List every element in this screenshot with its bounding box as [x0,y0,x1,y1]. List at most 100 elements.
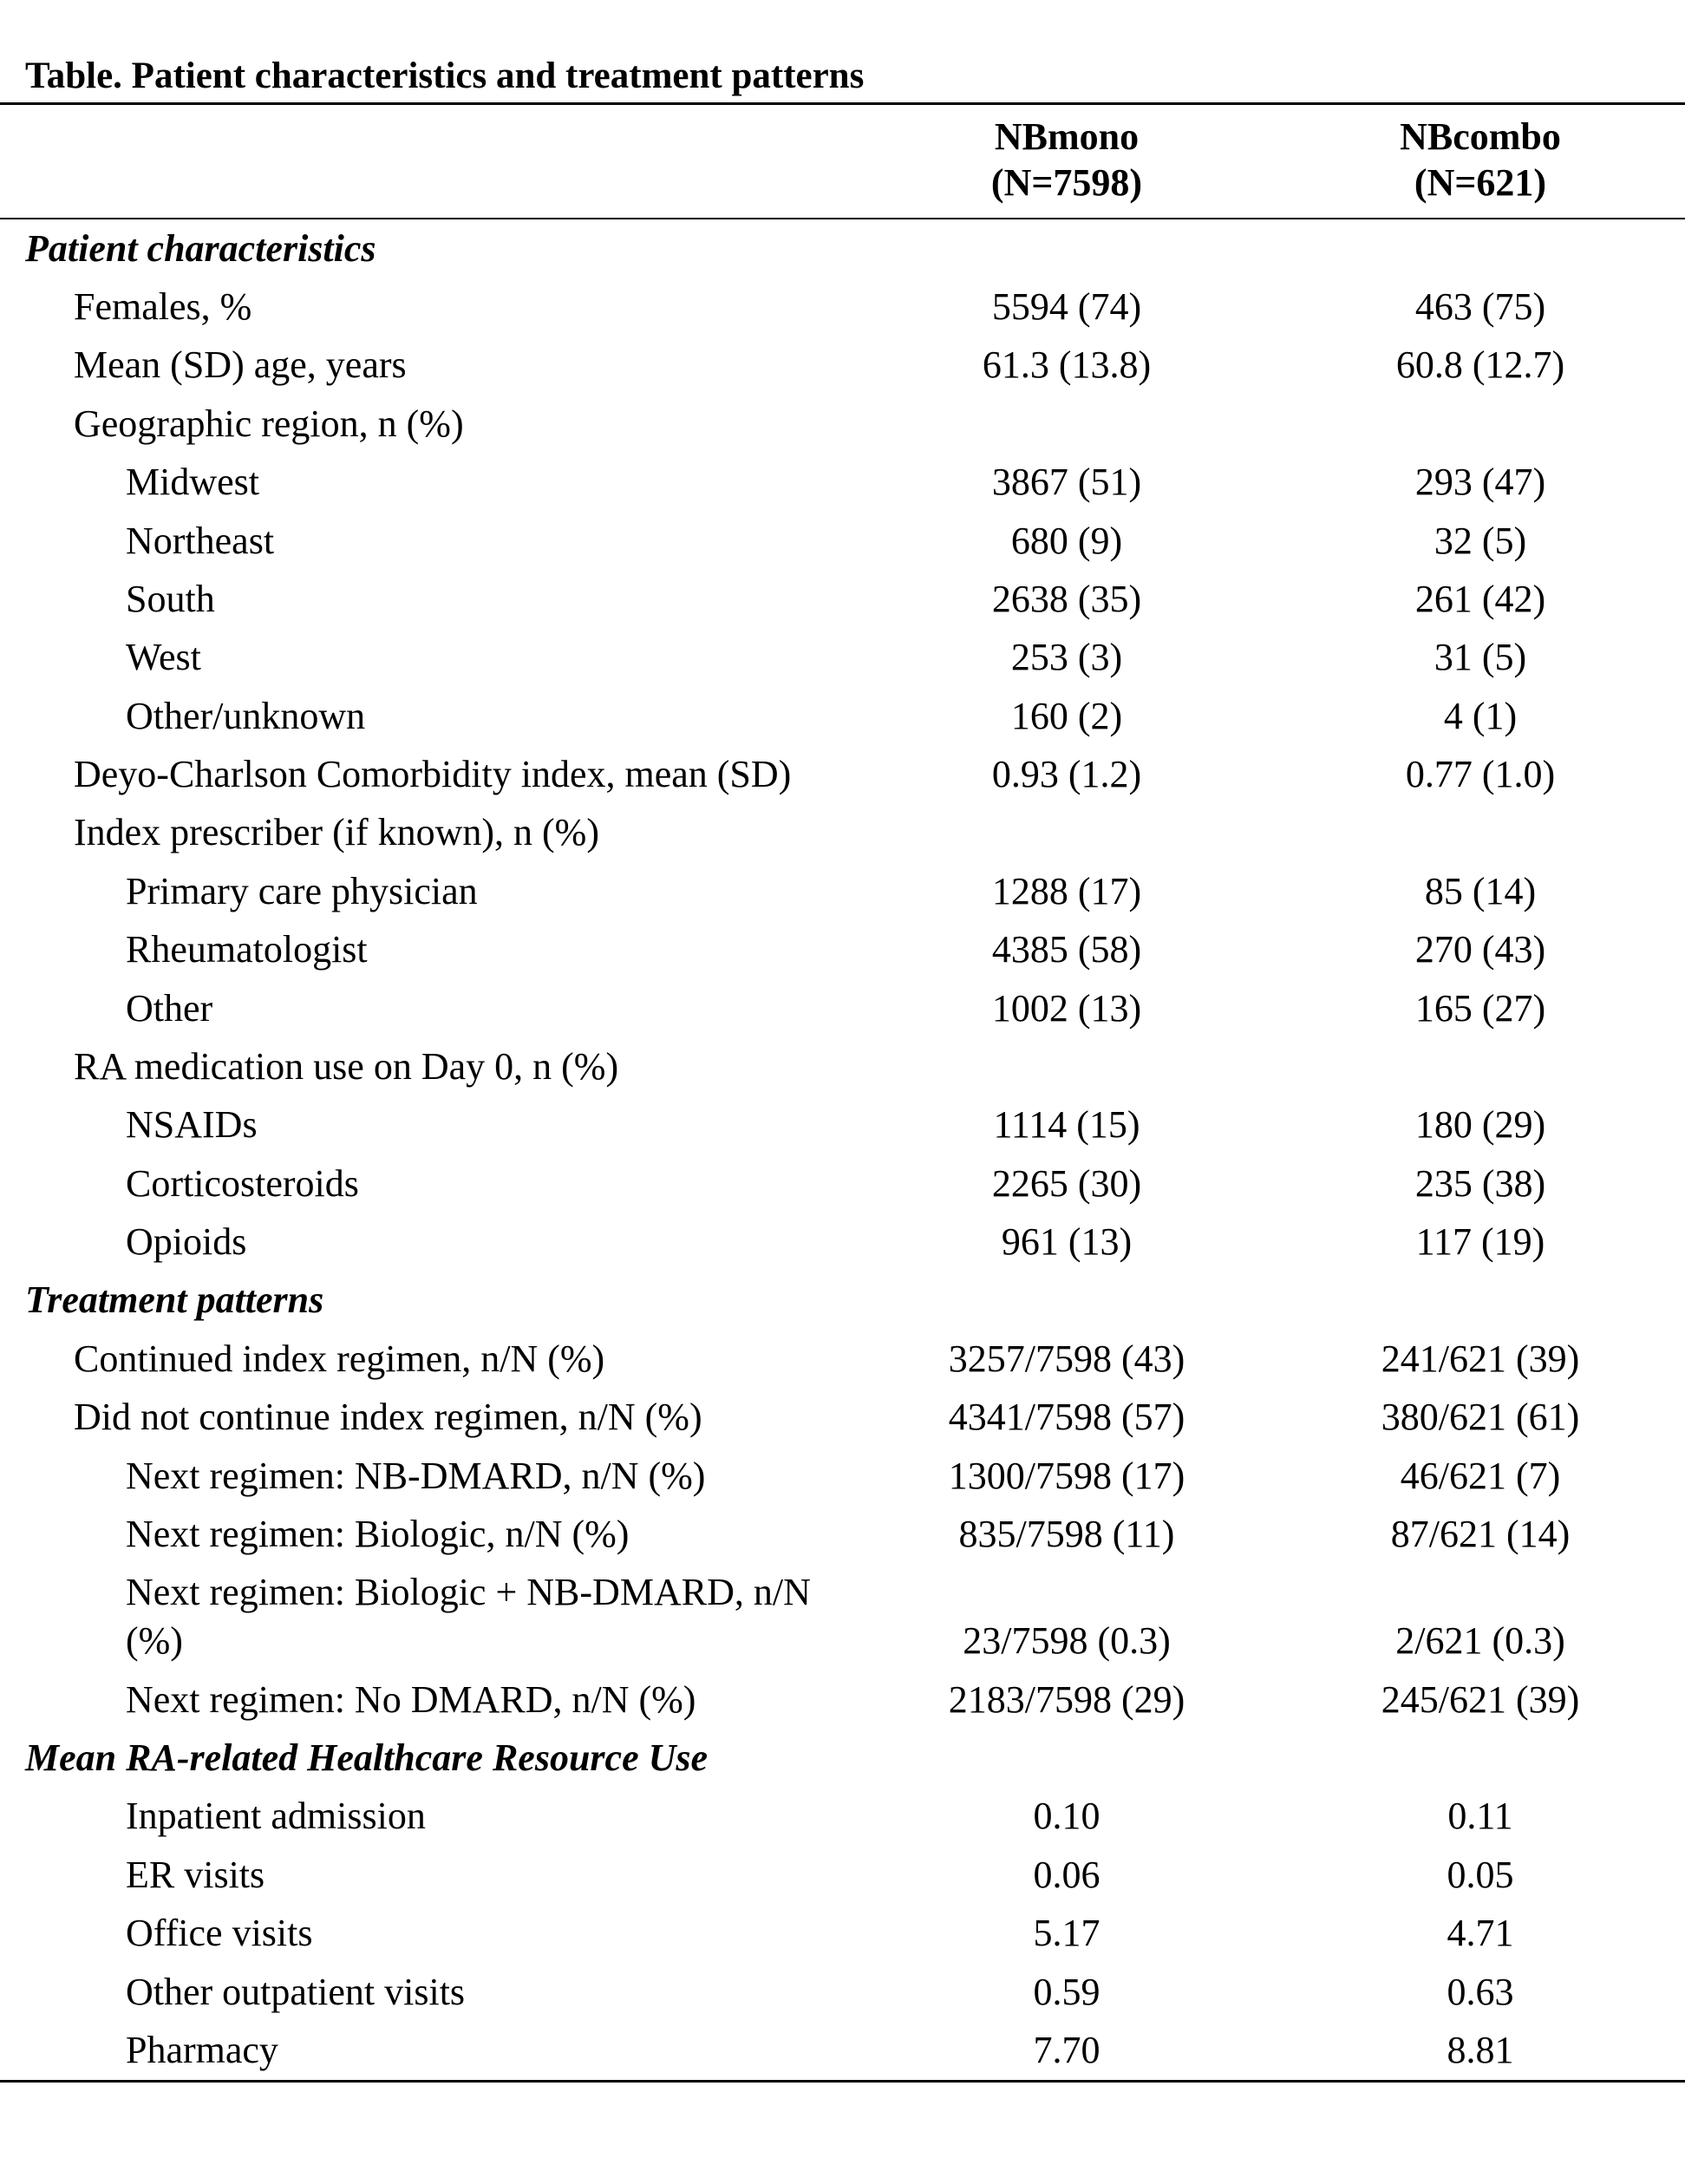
column-n: (N=621) [1414,161,1547,204]
cell-value: 0.05 [1447,1853,1514,1896]
table-row: RA medication use on Day 0, n (%) [0,1037,1685,1095]
cell-value: 253 (3) [1010,636,1123,679]
cell-value: 85 (14) [1424,869,1537,912]
table-body: Patient characteristics Females, % 5594 (7… [0,219,1685,2082]
row-label: Pharmacy [126,2028,278,2071]
row-label: Northeast [126,519,275,562]
cell-value: 1288 (17) [991,869,1142,912]
row-label: Next regimen: NB-DMARD, n/N (%) [126,1454,706,1497]
cell-value: 1114 (15) [993,1103,1140,1147]
row-label: RA medication use on Day 0, n (%) [74,1044,619,1088]
table-row: Midwest 3867 (51) 293 (47) [0,454,1685,512]
cell-value: 2265 (30) [991,1161,1142,1205]
row-label: Geographic region, n (%) [74,402,464,445]
cell-value: 0.59 [1033,1970,1100,2013]
row-label: Rheumatologist [126,928,368,971]
cell-value: 2183/7598 (29) [948,1677,1185,1721]
column-name: NBcombo [1400,115,1561,158]
row-label: Other outpatient visits [126,1970,466,2013]
table-row: Next regimen: Biologic + NB-DMARD, n/N (… [0,1564,1685,1671]
cell-value: 235 (38) [1414,1161,1546,1205]
row-label: South [126,577,215,620]
cell-value [1276,395,1685,453]
header-row: NBmono (N=7598) NBcombo (N=621) [0,103,1685,219]
cell-value: 0.63 [1447,1970,1514,2013]
row-label: Index prescriber (if known), n (%) [74,811,599,854]
row-label: Midwest [126,461,259,504]
table: NBmono (N=7598) NBcombo (N=621) Patient cha… [0,102,1685,2083]
cell-value [1276,1037,1685,1095]
table-row: Next regimen: No DMARD, n/N (%) 2183/7598… [0,1671,1685,1729]
cell-value: 4.71 [1447,1912,1514,1955]
row-label: Next regimen: Biologic + NB-DMARD, n/N (… [126,1571,811,1663]
row-label: ER visits [126,1853,265,1896]
cell-value: 31 (5) [1434,636,1527,679]
cell-value: 117 (19) [1415,1220,1545,1264]
row-label: Other/unknown [126,694,366,737]
column-header: NBmono (N=7598) [858,104,1276,219]
table-row: Office visits 5.17 4.71 [0,1905,1685,1963]
cell-value: 270 (43) [1414,928,1546,971]
column-header: NBcombo (N=621) [1276,104,1685,219]
cell-value [858,1037,1276,1095]
cell-value: 835/7598 (11) [958,1512,1175,1555]
cell-value: 1300/7598 (17) [948,1454,1185,1497]
row-label: Corticosteroids [126,1161,359,1205]
cell-value: 2/621 (0.3) [1395,1619,1565,1663]
cell-value: 5594 (74) [991,285,1142,329]
cell-value: 60.8 (12.7) [1395,343,1565,387]
table-row: Northeast 680 (9) 32 (5) [0,512,1685,570]
table-row: South 2638 (35) 261 (42) [0,570,1685,628]
cell-value: 3867 (51) [991,461,1142,504]
table-row: Primary care physician 1288 (17) 85 (14) [0,862,1685,920]
table-row: Opioids 961 (13) 117 (19) [0,1213,1685,1271]
cell-value: 46/621 (7) [1400,1454,1561,1497]
cell-value: 4 (1) [1443,694,1518,737]
row-label: Females, % [74,285,252,329]
cell-value: 0.77 (1.0) [1405,753,1556,796]
cell-value: 7.70 [1033,2028,1100,2071]
table-row: NSAIDs 1114 (15) 180 (29) [0,1096,1685,1154]
cell-value: 680 (9) [1010,519,1123,562]
table-row: Other 1002 (13) 165 (27) [0,979,1685,1037]
cell-value: 0.11 [1447,1795,1513,1838]
table-row: Next regimen: Biologic, n/N (%) 835/7598 … [0,1505,1685,1563]
cell-value: 4385 (58) [991,928,1142,971]
cell-value: 180 (29) [1414,1103,1546,1147]
column-n: (N=7598) [990,161,1143,204]
row-label: Primary care physician [126,869,478,912]
row-label: West [126,636,201,679]
cell-value [858,804,1276,862]
cell-value: 61.3 (13.8) [982,343,1152,387]
cell-value: 5.17 [1033,1912,1100,1955]
cell-value: 87/621 (14) [1390,1512,1571,1555]
cell-value: 0.93 (1.2) [991,753,1142,796]
cell-value: 32 (5) [1434,519,1527,562]
row-label: Office visits [126,1912,313,1955]
section-heading: Patient characteristics [25,226,376,270]
table-row: Inpatient admission 0.10 0.11 [0,1788,1685,1846]
table-row: Deyo-Charlson Comorbidity index, mean (S… [0,745,1685,803]
row-label: Other [126,986,213,1030]
cell-value [1276,804,1685,862]
table-title: Table. Patient characteristics and treat… [25,56,865,96]
cell-value: 0.10 [1033,1795,1100,1838]
row-label: NSAIDs [126,1103,258,1147]
table-row: Index prescriber (if known), n (%) [0,804,1685,862]
section-row: Treatment patterns [0,1272,1685,1330]
cell-value: 4341/7598 (57) [948,1396,1185,1439]
row-label: Next regimen: Biologic, n/N (%) [126,1512,630,1555]
cell-value: 261 (42) [1414,577,1546,620]
cell-value: 293 (47) [1414,461,1546,504]
table-row: Next regimen: NB-DMARD, n/N (%) 1300/7598… [0,1447,1685,1505]
cell-value: 3257/7598 (43) [948,1337,1185,1380]
cell-value: 1002 (13) [991,986,1142,1030]
cell-value: 160 (2) [1010,694,1123,737]
table-row: Females, % 5594 (74) 463 (75) [0,278,1685,336]
row-label: Mean (SD) age, years [74,343,407,387]
table-row: Mean (SD) age, years 61.3 (13.8) 60.8 (12.… [0,337,1685,395]
section-row: Mean RA-related Healthcare Resource Use [0,1729,1685,1787]
section-heading: Treatment patterns [25,1278,324,1322]
table-row: Pharmacy 7.70 8.81 [0,2021,1685,2081]
